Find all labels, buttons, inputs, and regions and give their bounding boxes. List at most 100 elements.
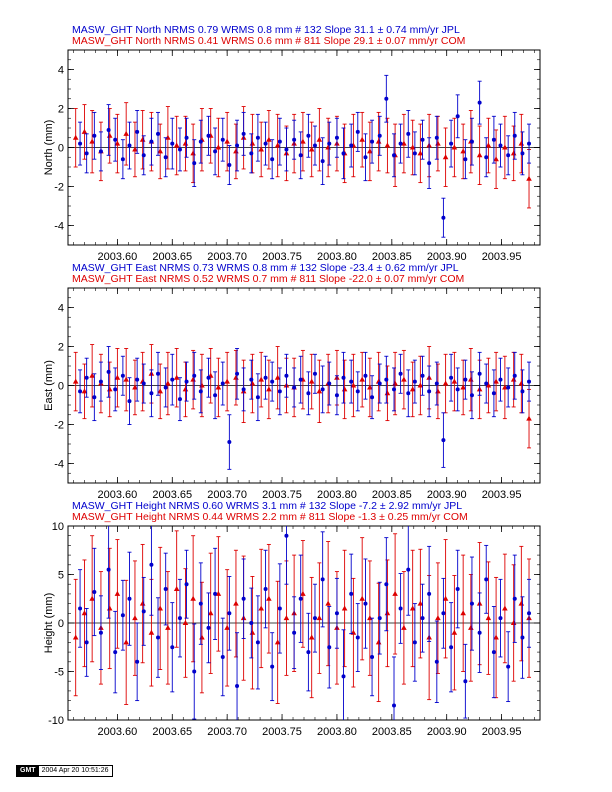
data-point: [141, 609, 146, 614]
y-axis-label: North (mm): [43, 120, 55, 176]
data-point: [518, 140, 525, 146]
data-point: [510, 620, 517, 625]
data-point: [106, 127, 111, 132]
data-point: [491, 650, 496, 655]
data-point: [139, 600, 146, 606]
data-point: [198, 601, 203, 606]
y-tick-label: -2: [54, 420, 64, 432]
data-point: [493, 156, 499, 162]
data-point: [241, 387, 246, 392]
data-point: [527, 379, 532, 384]
x-tick-label: 2003.95: [482, 726, 522, 738]
data-point: [190, 595, 196, 601]
y-tick-label: 10: [52, 521, 64, 533]
data-point: [120, 157, 125, 162]
data-point: [485, 142, 492, 148]
data-point: [367, 615, 373, 621]
data-point: [442, 154, 449, 160]
data-point: [412, 379, 417, 384]
data-point: [190, 150, 196, 156]
x-tick-label: 2003.80: [317, 489, 357, 501]
data-point: [233, 600, 239, 606]
data-point: [484, 155, 489, 160]
data-point: [420, 137, 425, 142]
data-point: [206, 625, 211, 630]
data-point: [398, 606, 403, 611]
data-point: [308, 146, 315, 152]
data-point: [78, 606, 83, 611]
data-point: [135, 377, 140, 382]
y-tick-label: 2: [58, 342, 64, 354]
data-point: [349, 143, 354, 148]
data-point: [384, 377, 389, 382]
data-point: [320, 577, 325, 582]
data-point: [173, 586, 180, 592]
data-point: [198, 389, 203, 394]
data-point: [518, 380, 525, 386]
data-point: [249, 140, 256, 146]
data-point: [469, 139, 474, 144]
data-point: [258, 376, 264, 382]
y-tick-label: -4: [54, 221, 64, 233]
data-point: [341, 605, 348, 611]
data-point: [526, 175, 532, 181]
data-point: [349, 591, 354, 596]
data-point: [455, 387, 460, 392]
data-point: [113, 387, 118, 392]
series-jpl: [78, 526, 532, 720]
data-point: [148, 629, 155, 635]
data-point: [420, 616, 425, 621]
data-point: [434, 659, 439, 664]
data-point: [377, 133, 382, 138]
data-point: [284, 373, 289, 378]
data-point: [316, 388, 323, 394]
x-tick-label: 2003.75: [262, 489, 302, 501]
data-point: [334, 393, 339, 398]
data-point: [451, 378, 458, 384]
data-point: [363, 373, 368, 378]
data-point: [493, 378, 499, 384]
data-point: [451, 629, 458, 635]
data-point: [149, 562, 154, 567]
data-point: [84, 151, 89, 156]
data-point: [156, 131, 161, 136]
data-point: [512, 596, 517, 601]
data-point: [163, 587, 168, 592]
data-point: [308, 634, 315, 640]
data-point: [235, 371, 240, 376]
data-point: [123, 376, 129, 382]
data-point: [300, 138, 306, 144]
data-point: [241, 131, 246, 136]
data-point: [341, 386, 348, 392]
data-point: [363, 601, 368, 606]
data-point: [506, 664, 511, 669]
data-point: [292, 137, 297, 142]
x-tick-label: 2003.95: [482, 489, 522, 501]
data-point: [182, 140, 189, 146]
panel-north: MASW_GHT North NRMS 0.79 WRMS 0.8 mm # 1…: [43, 24, 541, 263]
data-point: [213, 393, 218, 398]
data-point: [312, 616, 317, 621]
data-point: [274, 639, 281, 645]
data-point: [270, 379, 275, 384]
data-point: [427, 591, 432, 596]
data-point: [417, 382, 424, 388]
panel-title-jpl: MASW_GHT East NRMS 0.73 WRMS 0.8 mm # 13…: [72, 262, 459, 274]
data-point: [298, 153, 303, 158]
data-point: [518, 600, 525, 606]
x-tick-label: 2003.75: [262, 726, 302, 738]
data-point: [427, 389, 432, 394]
data-point: [224, 378, 230, 384]
data-point: [441, 438, 446, 443]
data-point: [520, 635, 525, 640]
data-point: [392, 703, 397, 708]
data-point: [113, 650, 118, 655]
data-point: [412, 640, 417, 645]
data-point: [384, 610, 391, 616]
data-point: [98, 379, 103, 384]
data-point: [427, 161, 432, 166]
data-point: [520, 389, 525, 394]
data-point: [98, 149, 103, 154]
data-point: [398, 141, 403, 146]
data-point: [163, 385, 168, 390]
